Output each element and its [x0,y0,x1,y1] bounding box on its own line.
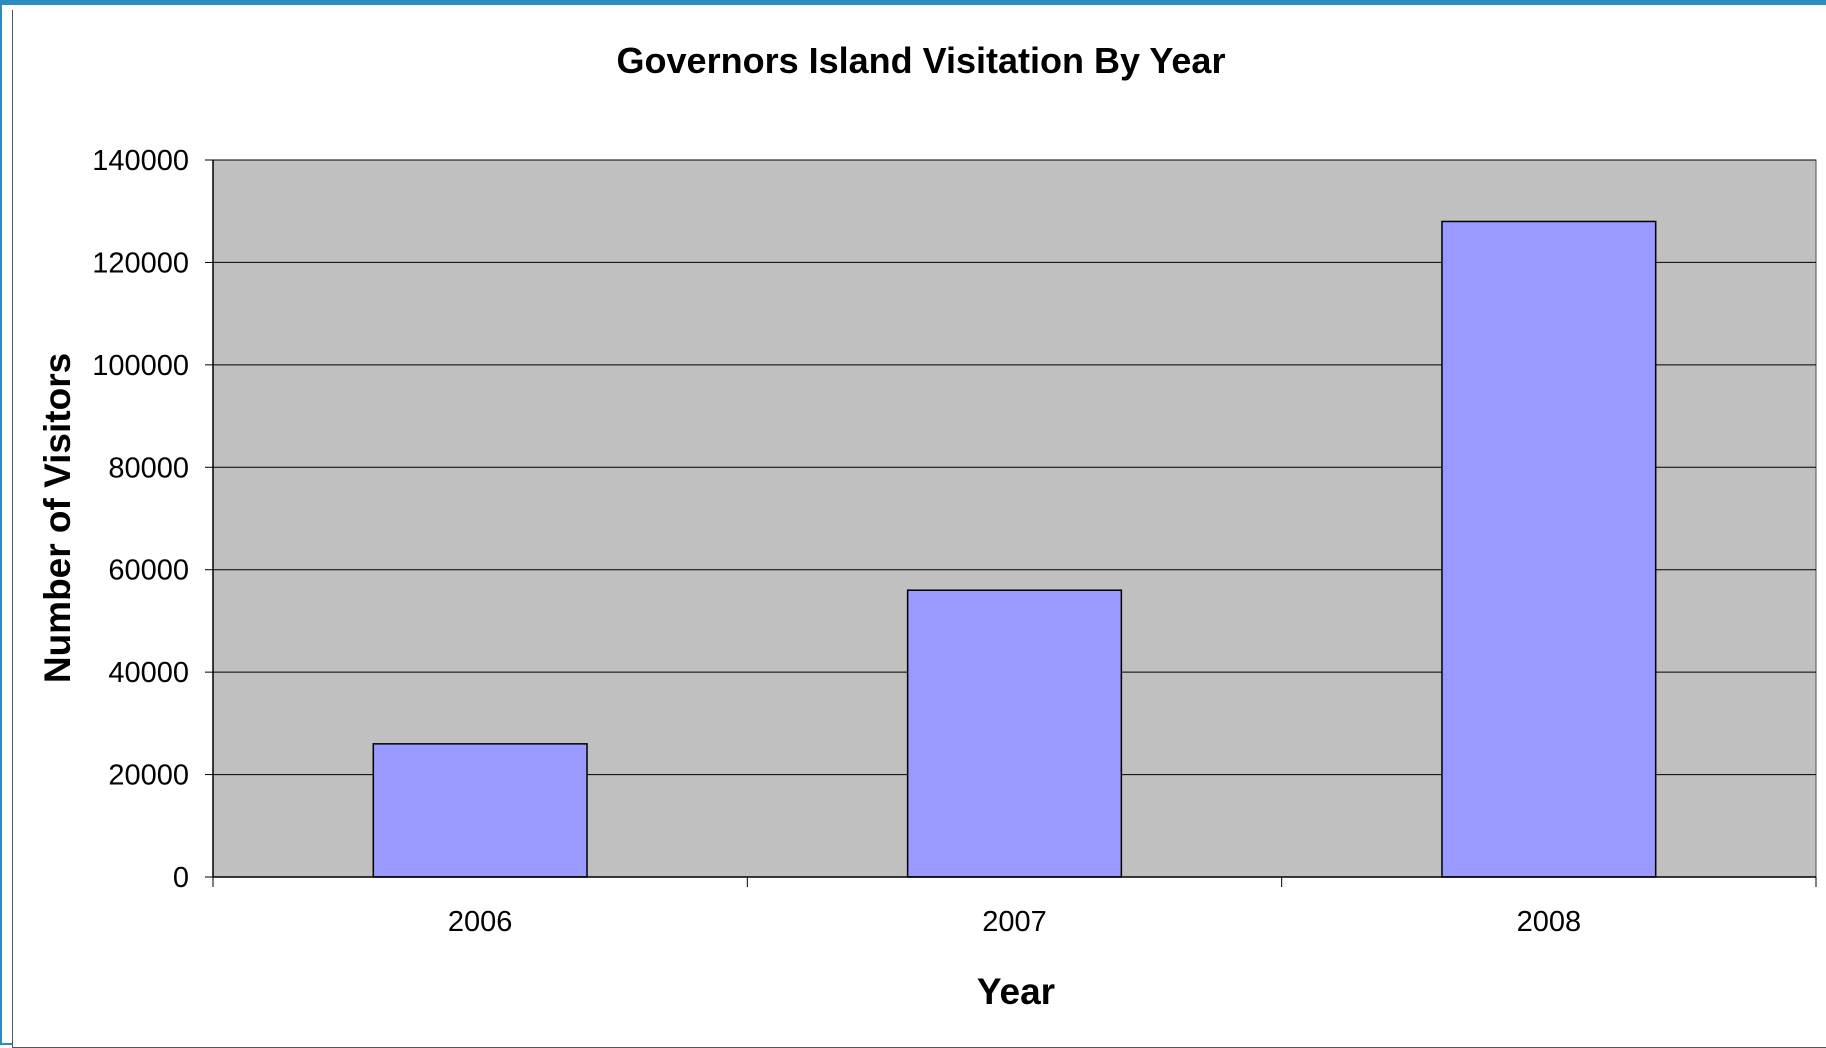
y-tick-label: 80000 [108,452,189,484]
y-tick-label: 20000 [108,760,189,792]
chart-title: Governors Island Visitation By Year [617,40,1226,81]
bar-2008 [1441,220,1657,878]
x-tick-label: 2008 [1517,906,1582,938]
y-tick-label: 60000 [108,555,189,587]
y-tick-label: 40000 [108,657,189,689]
x-axis-title: Year [977,971,1055,1012]
x-tick-label: 2007 [982,906,1047,938]
x-tick-label: 2006 [448,906,513,938]
y-tick-label: 0 [173,862,189,894]
bar-2006 [372,743,588,878]
y-tick-label: 120000 [92,247,189,279]
y-tick-label: 140000 [92,145,189,177]
y-tick-label: 100000 [92,350,189,382]
y-axis-title: Number of Visitors [37,353,78,683]
bar-2007 [906,589,1123,878]
